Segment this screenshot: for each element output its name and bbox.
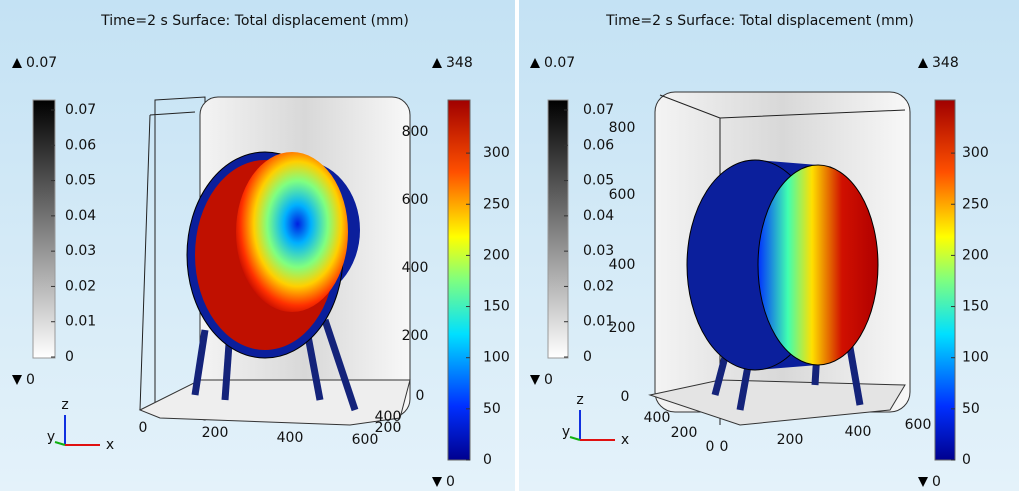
axis-label: 0 — [706, 439, 715, 455]
triad-label: y — [562, 424, 570, 440]
tick-label: 0.01 — [65, 314, 96, 330]
tick-label: 150 — [483, 299, 510, 315]
axis-label: 0 — [621, 389, 630, 405]
axis-label: 800 — [402, 124, 429, 140]
color-min: 0 — [446, 474, 455, 490]
axis-label: 600 — [609, 187, 636, 203]
tick-label: 0.04 — [65, 208, 96, 224]
drum-inner — [758, 165, 878, 365]
gray-max: 0.07 — [26, 55, 57, 71]
axis-label: 0 — [720, 439, 729, 455]
axis-label: 600 — [905, 417, 932, 433]
triad-label: x — [621, 432, 629, 448]
tick-label: 0.07 — [583, 102, 614, 118]
triad-label: x — [106, 437, 114, 453]
tick-label: 0.02 — [583, 278, 614, 294]
rainbow-colorbar — [935, 100, 955, 460]
model-view — [650, 92, 910, 425]
tick-label: 0.03 — [65, 243, 96, 259]
axis-label: 200 — [777, 432, 804, 448]
gray-colorbar — [33, 100, 55, 358]
tick-label: 100 — [962, 350, 989, 366]
axis-label: 200 — [375, 420, 402, 436]
tick-label: 200 — [483, 247, 510, 263]
axis-label: 400 — [609, 257, 636, 273]
tick-label: 50 — [483, 401, 501, 417]
axis-label: 400 — [845, 424, 872, 440]
tick-label: 0.06 — [65, 137, 96, 153]
tick-label: 0.05 — [65, 173, 96, 189]
tick-label: 300 — [483, 145, 510, 161]
rainbow-colorbar — [448, 100, 470, 460]
tick-label: 100 — [483, 350, 510, 366]
tick-label: 300 — [962, 145, 989, 161]
gray-max: 0.07 — [544, 55, 575, 71]
tick-label: 0 — [583, 349, 592, 365]
axis-label: 400 — [402, 260, 429, 276]
tick-label: 0.07 — [65, 102, 96, 118]
gray-colorbar — [548, 100, 568, 358]
axis-label: 200 — [609, 320, 636, 336]
tick-label: 0.02 — [65, 278, 96, 294]
triad-label: z — [61, 397, 68, 413]
triad-label: y — [47, 429, 55, 445]
axis-label: 200 — [671, 425, 698, 441]
tick-label: 250 — [962, 196, 989, 212]
axis-label: 400 — [277, 430, 304, 446]
screenshot: Time=2 s Surface: Total displacement (mm… — [0, 0, 1019, 491]
axis-label: 0 — [139, 420, 148, 436]
gray-min: 0 — [26, 372, 35, 388]
tick-label: 200 — [962, 247, 989, 263]
axis-label: 200 — [202, 425, 229, 441]
tick-label: 0 — [483, 452, 492, 468]
tick-label: 0 — [962, 452, 971, 468]
axis-label: 600 — [402, 192, 429, 208]
axis-label: 400 — [644, 410, 671, 426]
gray-min: 0 — [544, 372, 553, 388]
axis-label: 800 — [609, 120, 636, 136]
color-max: 348 — [446, 55, 473, 71]
axis-label: 0 — [416, 388, 425, 404]
tick-label: 250 — [483, 196, 510, 212]
tick-label: 50 — [962, 401, 980, 417]
color-max: 348 — [932, 55, 959, 71]
panel-header: Time=2 s Surface: Total displacement (mm… — [605, 13, 914, 29]
axis-label: 200 — [402, 328, 429, 344]
tick-label: 0.06 — [583, 137, 614, 153]
drum-disk — [236, 152, 348, 312]
tick-label: 0.04 — [583, 208, 614, 224]
panel-header: Time=2 s Surface: Total displacement (mm… — [100, 13, 409, 29]
triad-label: z — [576, 392, 583, 408]
color-min: 0 — [932, 474, 941, 490]
tick-label: 0 — [65, 349, 74, 365]
tick-label: 150 — [962, 299, 989, 315]
